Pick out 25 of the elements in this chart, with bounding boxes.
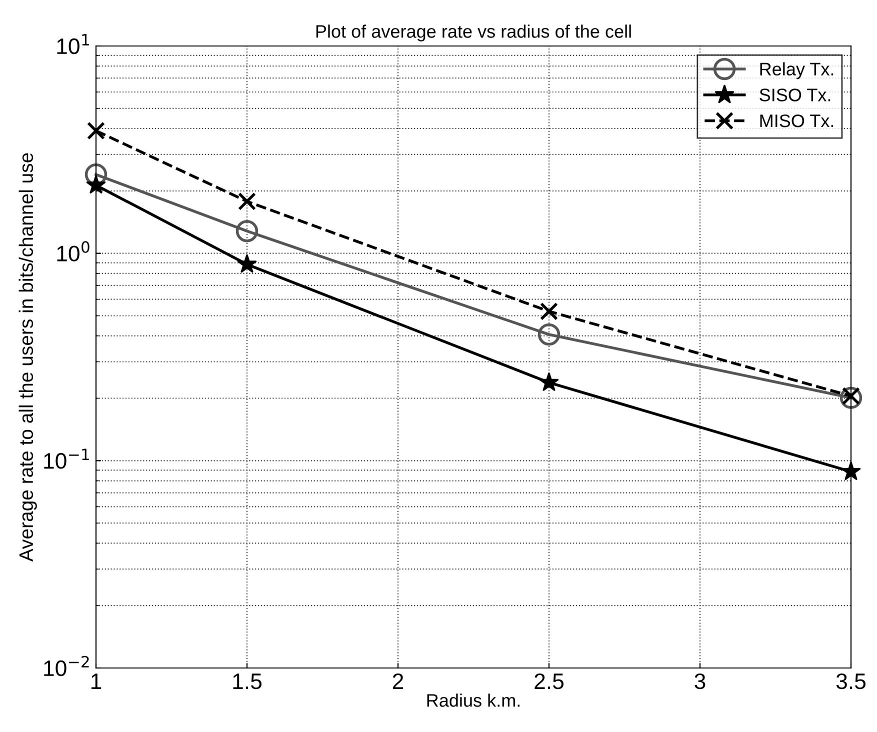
- point: [841, 461, 861, 480]
- point: [236, 220, 258, 242]
- point: [86, 122, 106, 140]
- y-tick-label: 10$^{0}$: [57, 241, 90, 262]
- point: [238, 192, 256, 210]
- x-tick-label: 3: [694, 673, 706, 690]
- x-tick-label: 3.5: [836, 673, 866, 690]
- point: [237, 254, 257, 273]
- legend-label: MISO Tx.: [760, 114, 834, 128]
- x-tick-label: 1: [92, 674, 102, 689]
- legend-label: Relay Tx.: [760, 62, 834, 80]
- y-tick-label: 10$^{−2}$: [44, 656, 89, 676]
- point: [540, 302, 558, 320]
- chart-title: Plot of average rate vs radius of the cell: [316, 24, 631, 42]
- y-tick-label: 10$^{1}$: [57, 34, 89, 54]
- x-tick-label: 1.5: [233, 674, 262, 690]
- x-tick-label: 2.5: [534, 673, 564, 690]
- x-axis-title: Radius k.m.: [427, 694, 520, 707]
- point: [86, 174, 106, 194]
- x-tick-label: 2: [392, 673, 404, 689]
- y-tick-label: 10$^{−1}$: [44, 448, 89, 469]
- point: [538, 323, 560, 346]
- point: [539, 372, 559, 392]
- legend-label: SISO Tx.: [760, 88, 830, 102]
- y-axis-title: Average rate to all the users in bits/channel use: [18, 153, 37, 562]
